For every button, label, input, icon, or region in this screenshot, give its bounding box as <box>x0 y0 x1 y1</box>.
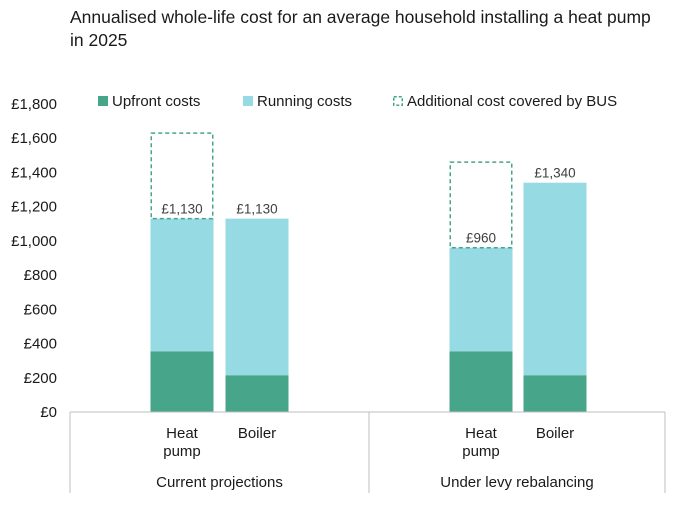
bar-upfront-costs <box>150 351 214 412</box>
category-label: Boiler <box>238 425 276 442</box>
legend-label: Upfront costs <box>112 93 200 110</box>
bar-additional-bus-cost <box>150 132 214 220</box>
bar-running-costs <box>523 182 587 376</box>
bar-running-costs <box>150 218 214 352</box>
bar-total-label: £1,130 <box>236 202 277 217</box>
y-tick-label: £1,000 <box>11 233 57 250</box>
bar-total-label: £960 <box>466 231 496 246</box>
group-label: Current projections <box>156 474 283 491</box>
y-tick-label: £200 <box>24 370 57 387</box>
y-tick-label: £800 <box>24 267 57 284</box>
bar-total-label: £1,130 <box>161 202 202 217</box>
category-label-line: Boiler <box>238 425 276 442</box>
y-axis: £0 £200 £400 £600 £800 £1,000 £1,200 £1,400 £1,6… <box>11 96 57 421</box>
y-tick-label: £1,200 <box>11 199 57 216</box>
y-tick-label: £600 <box>24 301 57 318</box>
category-label: Boiler <box>536 425 574 442</box>
chart-title: Annualised whole-life cost for an averag… <box>70 7 651 50</box>
bar-upfront-costs <box>225 375 289 412</box>
category-label: Heat pump <box>163 425 201 460</box>
bar-running-costs <box>225 218 289 376</box>
category-label-line: Boiler <box>536 425 574 442</box>
category-label-line: pump <box>462 443 500 460</box>
bars: £1,130 £1,130 £960 £1,340 <box>150 132 587 412</box>
bar-upfront-costs <box>449 351 513 412</box>
legend: Upfront costs Running costs Additional cos… <box>98 93 617 110</box>
bar-upfront-costs <box>523 375 587 412</box>
y-tick-label: £1,600 <box>11 130 57 147</box>
legend-swatch-additional-bus <box>393 96 403 106</box>
group-label: Under levy rebalancing <box>440 474 593 491</box>
y-tick-label: £1,400 <box>11 164 57 181</box>
bar-additional-bus-cost <box>449 161 513 249</box>
y-tick-label: £400 <box>24 336 57 353</box>
y-tick-label: £0 <box>40 404 57 421</box>
category-label-line: pump <box>163 443 201 460</box>
category-label: Heat pump <box>462 425 500 460</box>
legend-label: Additional cost covered by BUS <box>407 93 617 110</box>
legend-swatch-running <box>243 96 253 106</box>
legend-label: Running costs <box>257 93 352 110</box>
bar-running-costs <box>449 247 513 352</box>
bar-total-label: £1,340 <box>534 166 575 181</box>
category-label-line: Heat <box>166 425 199 442</box>
category-label-line: Heat <box>465 425 498 442</box>
legend-swatch-upfront <box>98 96 108 106</box>
y-tick-label: £1,800 <box>11 96 57 113</box>
